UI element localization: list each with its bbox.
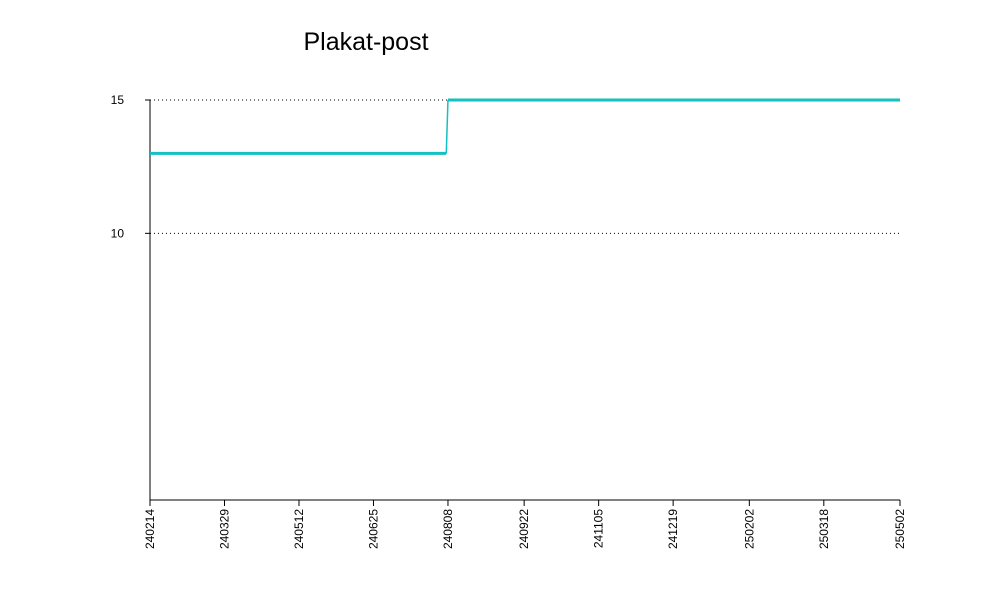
y-tick-label: 10	[111, 226, 125, 240]
chart-title: Plakat-post	[303, 28, 428, 56]
series	[150, 98, 900, 155]
x-tick-label: 241105	[592, 509, 606, 548]
x-tick-label: 240922	[517, 509, 531, 549]
axes	[149, 100, 900, 501]
grid-lines	[150, 99, 900, 234]
x-tick-label: 250318	[817, 509, 831, 549]
x-tick-label: 240808	[441, 509, 455, 549]
x-tick-label: 241219	[666, 509, 680, 549]
y-ticks: 10 15	[111, 93, 150, 240]
series-step-riser	[445, 99, 449, 154]
x-tick-label: 240329	[217, 509, 231, 549]
x-tick-label: 240512	[292, 509, 306, 549]
x-ticks: 240214 240329 240512 240625 240808 240922 2411…	[143, 500, 907, 549]
y-tick-label: 15	[111, 93, 125, 107]
x-tick-label: 250202	[742, 509, 756, 549]
x-tick-label: 250502	[893, 509, 907, 549]
x-tick-label: 240625	[366, 509, 380, 549]
x-tick-label: 240214	[143, 509, 157, 549]
